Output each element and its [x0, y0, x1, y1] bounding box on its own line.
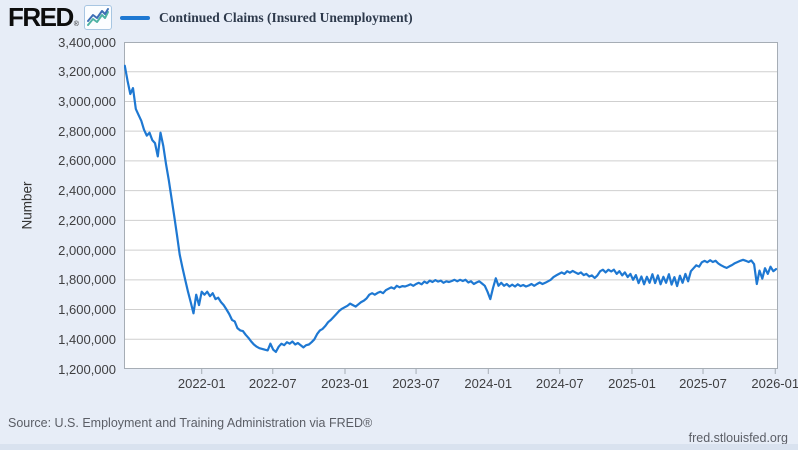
y-tick-label: 1,800,000	[58, 272, 116, 288]
fred-logo-text: FRED	[8, 2, 74, 32]
y-tick-label: 1,400,000	[58, 331, 116, 347]
x-tick-label: 2022-07	[248, 376, 297, 391]
registered-mark: ®	[73, 21, 79, 28]
y-tick-label: 3,000,000	[58, 93, 116, 109]
x-tick-label: 2025-07	[679, 376, 727, 391]
plot-area[interactable]	[124, 42, 778, 377]
fred-site-link[interactable]: fred.stlouisfed.org	[688, 431, 788, 445]
x-tick-label: 2024-07	[535, 376, 584, 391]
y-tick-label: 3,400,000	[58, 34, 116, 50]
y-tick-label: 2,400,000	[58, 183, 116, 199]
y-tick-label: 1,600,000	[58, 302, 116, 318]
y-tick-label: 3,200,000	[58, 64, 116, 80]
source-note: Source: U.S. Employment and Training Adm…	[8, 416, 373, 430]
series-line[interactable]	[124, 64, 778, 353]
fred-logo[interactable]: FRED ®	[8, 4, 112, 30]
x-tick-label: 2025-01	[608, 376, 656, 391]
fred-logo-chart-icon	[83, 4, 112, 30]
x-tick-label: 2026-01	[751, 376, 798, 391]
y-tick-label: 2,600,000	[58, 153, 116, 169]
y-tick-label: 2,800,000	[58, 123, 116, 139]
x-tick-label: 2023-01	[321, 376, 369, 391]
y-tick-label: 1,200,000	[58, 361, 116, 377]
x-tick-label: 2023-07	[392, 376, 440, 391]
y-tick-label: 2,200,000	[58, 212, 116, 228]
x-tick-label: 2024-01	[464, 376, 513, 391]
x-tick-label: 2022-01	[177, 376, 226, 391]
y-tick-label: 2,000,000	[58, 242, 116, 258]
legend[interactable]: Continued Claims (Insured Unemployment)	[120, 9, 413, 27]
plot-background	[124, 42, 778, 369]
legend-line-swatch	[120, 16, 150, 20]
legend-label: Continued Claims (Insured Unemployment)	[159, 10, 413, 25]
bottom-strip	[0, 444, 798, 450]
